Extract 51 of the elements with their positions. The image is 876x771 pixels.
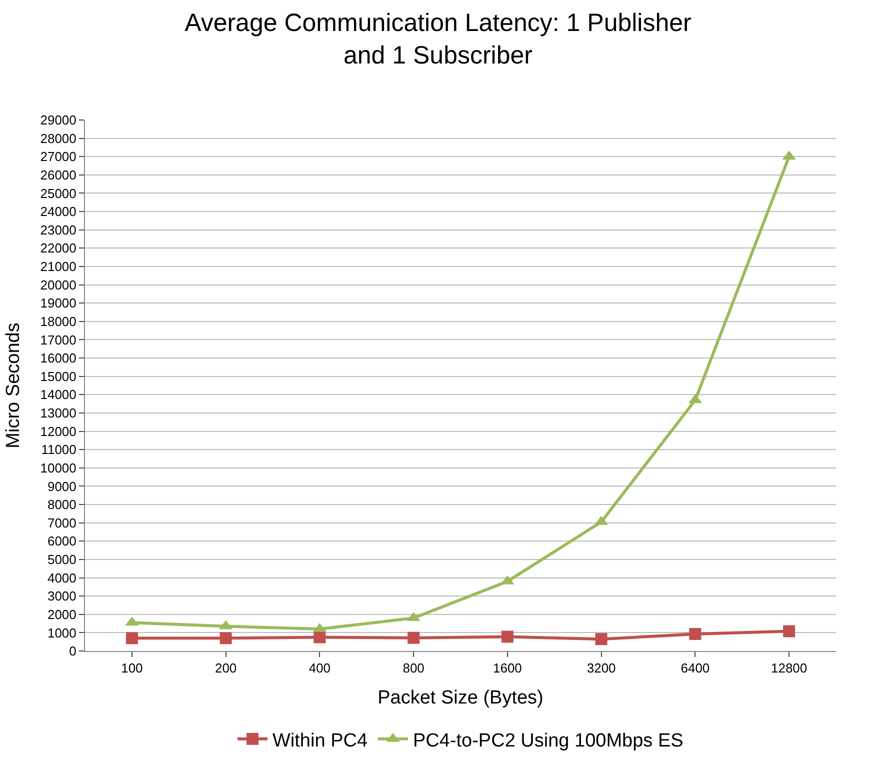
y-tick-label: 23000: [40, 222, 76, 238]
point: [595, 633, 608, 646]
y-tick-label: 1000: [47, 625, 76, 640]
point: [126, 632, 138, 644]
x-tick-label: 200: [214, 660, 237, 676]
y-tick-label: 24000: [40, 204, 76, 220]
y-tick-label: 16000: [40, 350, 76, 366]
y-tick-label: 7000: [47, 515, 76, 530]
y-tick-label: 25000: [40, 186, 76, 201]
y-tick-label: 19000: [40, 296, 76, 311]
y-tick-label: 0: [69, 644, 76, 659]
y-tick-label: 12000: [40, 424, 76, 439]
x-axis-title: Packet Size (Bytes): [378, 687, 544, 708]
y-tick-label: 5000: [47, 552, 76, 567]
y-tick-label: 18000: [40, 314, 76, 329]
chart-title: Average Communication Latency: 1 Publisher and 1 Subscriber: [184, 8, 692, 70]
y-tick-label: 11000: [41, 442, 76, 458]
x-tick-label: 100: [121, 660, 143, 676]
point: [220, 632, 232, 644]
y-tick-label: 8000: [47, 497, 76, 512]
y-tick-label: 15000: [40, 368, 76, 384]
point: [408, 632, 420, 644]
x-tick-label: 12800: [770, 660, 808, 676]
x-tick-label: 3200: [586, 660, 616, 676]
y-tick-label: 6000: [47, 534, 76, 549]
y-tick-label: 28000: [40, 130, 76, 146]
y-tick-label: 4000: [47, 570, 76, 586]
y-tick-label: 20000: [40, 277, 76, 292]
y-tick-label: 29000: [40, 112, 76, 128]
y-tick-label: 26000: [40, 167, 76, 182]
x-tick-label: 1600: [492, 660, 522, 676]
legend-label: Within PC4: [272, 730, 368, 752]
point: [783, 625, 796, 638]
y-tick-label: 21000: [40, 259, 76, 274]
y-tick-label: 22000: [40, 240, 76, 256]
y-tick-label: 2000: [47, 606, 76, 622]
legend-label: PC4-to-PC2 Using 100Mbps ES: [412, 730, 684, 752]
y-tick-label: 13000: [40, 406, 76, 421]
y-tick-label: 14000: [40, 387, 76, 402]
y-tick-label: 9000: [47, 478, 76, 494]
y-tick-label: 27000: [40, 149, 76, 164]
y-tick-label: 17000: [40, 332, 76, 348]
x-tick-label: 6400: [680, 660, 710, 676]
point: [501, 630, 514, 643]
x-tick-label: 800: [402, 660, 424, 676]
point: [314, 631, 326, 644]
y-tick-label: 10000: [40, 460, 76, 476]
y-axis-title: Micro Seconds: [3, 322, 24, 448]
x-tick-label: 400: [308, 660, 331, 676]
y-tick-label: 3000: [47, 588, 76, 604]
point: [689, 628, 702, 640]
